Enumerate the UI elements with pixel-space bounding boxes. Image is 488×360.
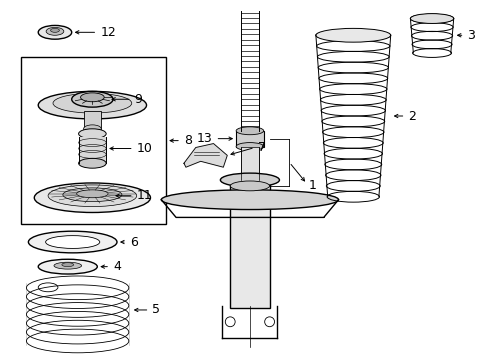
Ellipse shape [38, 91, 146, 119]
Bar [21, 57, 166, 224]
Ellipse shape [77, 190, 108, 198]
Ellipse shape [161, 190, 338, 210]
Bar [241, 147, 258, 180]
Text: 3: 3 [467, 29, 474, 42]
Ellipse shape [236, 143, 263, 150]
Ellipse shape [236, 127, 263, 135]
Text: 7: 7 [257, 141, 265, 154]
Text: 1: 1 [308, 179, 316, 192]
Bar [230, 180, 269, 308]
Ellipse shape [38, 26, 72, 39]
Ellipse shape [54, 262, 81, 269]
Bar [236, 131, 263, 147]
Ellipse shape [53, 93, 131, 113]
Text: 9: 9 [135, 93, 142, 106]
Polygon shape [183, 144, 227, 167]
Ellipse shape [220, 173, 279, 187]
Ellipse shape [28, 231, 117, 253]
Ellipse shape [315, 28, 390, 42]
Ellipse shape [230, 181, 269, 191]
Ellipse shape [48, 185, 137, 207]
Ellipse shape [46, 27, 64, 35]
Ellipse shape [34, 183, 150, 212]
Ellipse shape [63, 188, 122, 202]
Ellipse shape [81, 93, 104, 102]
Ellipse shape [72, 91, 113, 107]
Ellipse shape [79, 129, 106, 139]
Text: 12: 12 [100, 26, 116, 39]
Text: 2: 2 [407, 109, 415, 122]
Ellipse shape [50, 28, 59, 32]
Text: 4: 4 [113, 260, 121, 273]
Ellipse shape [83, 125, 101, 133]
Ellipse shape [409, 14, 453, 23]
Ellipse shape [38, 259, 97, 274]
Text: 5: 5 [152, 303, 160, 316]
Bar [83, 111, 101, 129]
Text: 10: 10 [137, 142, 152, 155]
Ellipse shape [45, 236, 100, 248]
Text: 8: 8 [183, 134, 192, 147]
Ellipse shape [62, 263, 74, 267]
Text: 6: 6 [129, 235, 138, 248]
Bar [79, 137, 106, 166]
Text: 13: 13 [196, 132, 212, 145]
Text: 11: 11 [137, 189, 152, 202]
Ellipse shape [79, 158, 106, 168]
